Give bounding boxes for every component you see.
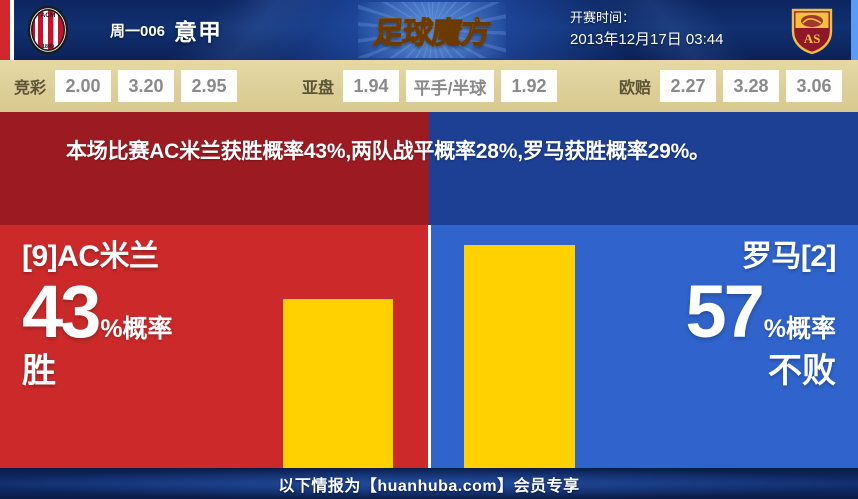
summary-background-left [0,112,429,225]
away-team-stats: 罗马[2] 57 %概率 不败 [685,240,837,390]
as-roma-crest-icon: AS [791,8,833,55]
home-percent-row: 43 %概率 [22,270,173,354]
odds-bar: 竞彩 2.00 3.20 2.95 亚盘 1.94 平手/半球 1.92 欧赔 … [0,60,858,112]
odds-cell-draw[interactable]: 3.28 [723,70,779,102]
svg-text:AS: AS [804,31,821,46]
svg-text:ACM: ACM [41,12,56,19]
odds-group-asian-handicap: 亚盘 1.94 平手/半球 1.92 [302,60,558,112]
away-percent-row: 57 %概率 [685,270,836,354]
panel-divider [428,225,431,468]
odds-group-jingcai: 竞彩 2.00 3.20 2.95 [14,60,238,112]
footer-bar: 以下情报为【huanhuba.com】会员专享 [0,468,858,499]
bar-home-probability [283,299,393,468]
home-percent-suffix: %概率 [100,315,173,344]
odds-cell-home[interactable]: 1.94 [343,70,400,102]
brand-logo-text: 足球魔方 [371,8,493,52]
away-outcome-label: 不败 [768,351,836,390]
away-percent-value: 57 [685,270,764,354]
footer-text: 以下情报为【huanhuba.com】会员专享 [278,477,580,495]
away-team-name: 罗马[2] [741,240,837,273]
odds-cell-home[interactable]: 2.00 [55,70,112,102]
odds-cell-away[interactable]: 1.92 [501,70,558,102]
odds-cell-handicap[interactable]: 平手/半球 [406,70,495,102]
home-team-stats: [9]AC米兰 43 %概率 胜 [22,240,173,390]
brand-logo: 足球魔方 [358,2,506,58]
home-percent-value: 43 [22,270,101,354]
kickoff-label: 开赛时间： [570,10,636,25]
match-title-group: 周一006 意甲 [110,0,222,60]
odds-group-title: 竞彩 [14,80,47,97]
header-left-red-stripe [0,0,10,60]
svg-text:1899: 1899 [42,44,54,50]
odds-group-title: 亚盘 [302,80,335,97]
home-outcome-label: 胜 [22,351,56,390]
summary-background-right [429,112,858,225]
league-name: 意甲 [174,19,223,45]
header-bar: ACM 1899 AS 周一006 意甲 足球魔方 开赛时间： 2013年12月… [0,0,858,60]
odds-cell-away[interactable]: 3.06 [786,70,842,102]
kickoff-time-block: 开赛时间： 2013年12月17日 03:44 [570,8,770,51]
bar-away-probability [464,245,575,468]
header-right-blue-stripe [851,0,858,60]
match-number: 周一006 [110,22,166,40]
odds-cell-draw[interactable]: 3.20 [118,70,175,102]
kickoff-value: 2013年12月17日 03:44 [570,31,724,49]
away-percent-suffix: %概率 [763,315,836,344]
probability-summary-banner: 本场比赛AC米兰获胜概率43%,两队战平概率28%,罗马获胜概率29%。 [0,112,858,225]
home-team-name: [9]AC米兰 [22,240,159,273]
odds-cell-home[interactable]: 2.27 [660,70,716,102]
probability-panels: [9]AC米兰 43 %概率 胜 罗马[2] 57 %概率 不败 [0,225,858,468]
header-left-white-stripe [10,0,14,60]
odds-group-title: 欧赔 [618,80,651,97]
ac-milan-crest-icon: ACM 1899 [27,5,69,55]
summary-text: 本场比赛AC米兰获胜概率43%,两队战平概率28%,罗马获胜概率29%。 [66,140,710,163]
odds-cell-away[interactable]: 2.95 [181,70,238,102]
odds-group-european: 欧赔 2.27 3.28 3.06 [619,60,842,112]
